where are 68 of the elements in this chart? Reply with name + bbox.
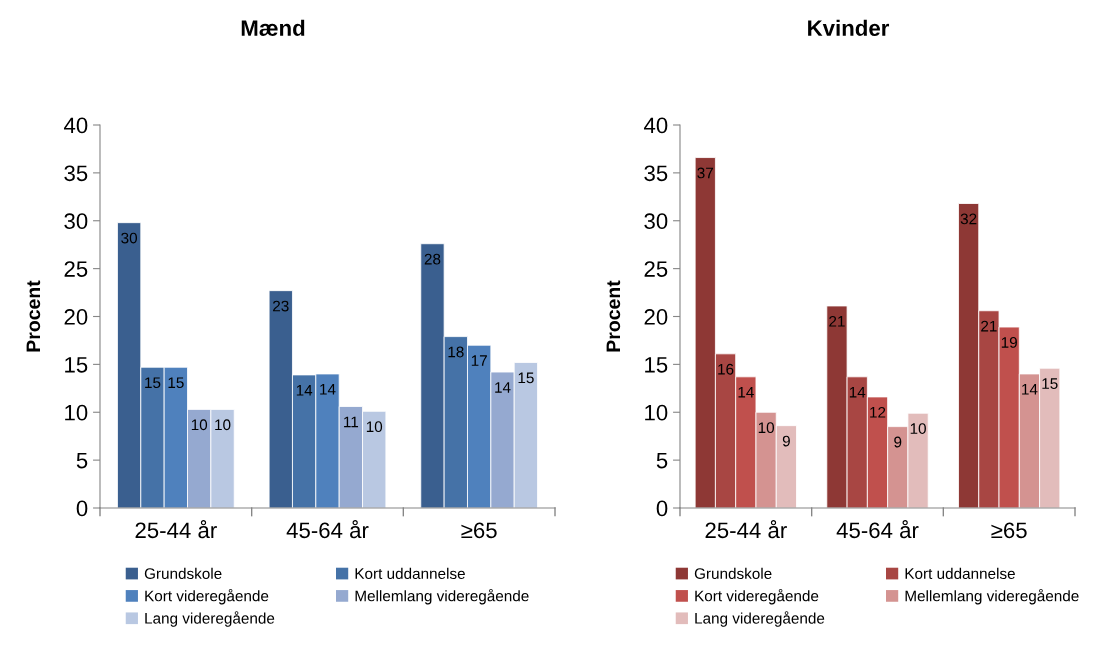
data-label: 10 bbox=[366, 421, 383, 433]
x-tick-label: ≥65 bbox=[991, 522, 1027, 539]
y-tick-label: 5 bbox=[76, 452, 88, 469]
data-label: 32 bbox=[960, 213, 977, 225]
y-tick-label: 20 bbox=[644, 309, 668, 325]
data-label: 15 bbox=[518, 372, 534, 384]
legend-label: Kort videregående bbox=[145, 588, 269, 605]
legend-label: Mellemlang videregående bbox=[355, 588, 529, 605]
y-tick-label: 10 bbox=[645, 404, 668, 421]
data-label: 14 bbox=[296, 385, 313, 396]
x-tick-label: 45-64 år bbox=[836, 520, 919, 539]
data-label: 15 bbox=[1042, 378, 1058, 389]
data-label: 10 bbox=[191, 419, 208, 431]
y-tick-label: 30 bbox=[644, 213, 668, 230]
legend-label: Lang videregående bbox=[145, 611, 275, 627]
y-tick-label: 40 bbox=[643, 117, 668, 134]
y-tick-label: 30 bbox=[64, 213, 88, 230]
data-label: 9 bbox=[782, 435, 790, 447]
data-label: 15 bbox=[145, 377, 161, 389]
data-label: 37 bbox=[697, 167, 714, 179]
y-tick-label: 15 bbox=[645, 357, 668, 373]
data-label: 9 bbox=[894, 436, 902, 448]
data-label: 14 bbox=[738, 386, 754, 398]
data-label: 28 bbox=[424, 253, 441, 265]
y-axis-title: Procent bbox=[26, 280, 41, 352]
data-label: 30 bbox=[121, 232, 138, 244]
data-label: 21 bbox=[981, 320, 997, 332]
data-label: 23 bbox=[273, 300, 289, 312]
y-tick-label: 0 bbox=[656, 500, 668, 517]
legend-label: Kort videregående bbox=[695, 588, 819, 605]
y-tick-label: 25 bbox=[64, 261, 88, 277]
data-label: 19 bbox=[1001, 337, 1017, 348]
y-tick-label: 0 bbox=[76, 500, 88, 517]
data-label: 21 bbox=[829, 315, 845, 327]
chart-title: Mænd bbox=[241, 19, 305, 36]
x-tick-label: ≥65 bbox=[461, 522, 497, 539]
data-label: 12 bbox=[870, 406, 886, 418]
legend-label: Kort uddannelse bbox=[355, 567, 465, 580]
data-label: 10 bbox=[910, 423, 926, 434]
y-tick-label: 5 bbox=[656, 452, 668, 469]
x-tick-label: 45-64 år bbox=[286, 520, 369, 539]
chart-title: Kvinder bbox=[808, 19, 890, 36]
data-label: 17 bbox=[471, 355, 487, 366]
legend-label: Kort uddannelse bbox=[905, 567, 1015, 580]
data-label: 16 bbox=[718, 363, 734, 375]
legend-label: Lang videregående bbox=[695, 611, 825, 627]
data-label: 14 bbox=[320, 384, 336, 395]
data-label: 10 bbox=[758, 422, 775, 434]
y-tick-label: 20 bbox=[64, 309, 88, 325]
y-axis-title: Procent bbox=[606, 280, 621, 352]
x-tick-label: 25-44 år bbox=[705, 520, 787, 539]
legend-label: Grundskole bbox=[144, 567, 222, 580]
y-tick-label: 15 bbox=[65, 357, 88, 373]
y-tick-label: 25 bbox=[644, 261, 668, 277]
data-label: 14 bbox=[849, 386, 866, 398]
y-tick-label: 35 bbox=[64, 165, 88, 182]
y-tick-label: 35 bbox=[644, 165, 668, 182]
data-label: 11 bbox=[344, 416, 359, 428]
data-label: 14 bbox=[495, 382, 511, 393]
y-tick-label: 10 bbox=[65, 404, 88, 421]
data-label: 15 bbox=[168, 377, 184, 389]
legend-label: Grundskole bbox=[694, 567, 772, 580]
data-label: 18 bbox=[448, 346, 464, 358]
data-label: 14 bbox=[1022, 384, 1038, 395]
y-tick-label: 40 bbox=[63, 117, 88, 134]
x-tick-label: 25-44 år bbox=[135, 520, 217, 539]
data-label: 10 bbox=[215, 419, 231, 431]
legend-label: Mellemlang videregående bbox=[905, 588, 1079, 605]
